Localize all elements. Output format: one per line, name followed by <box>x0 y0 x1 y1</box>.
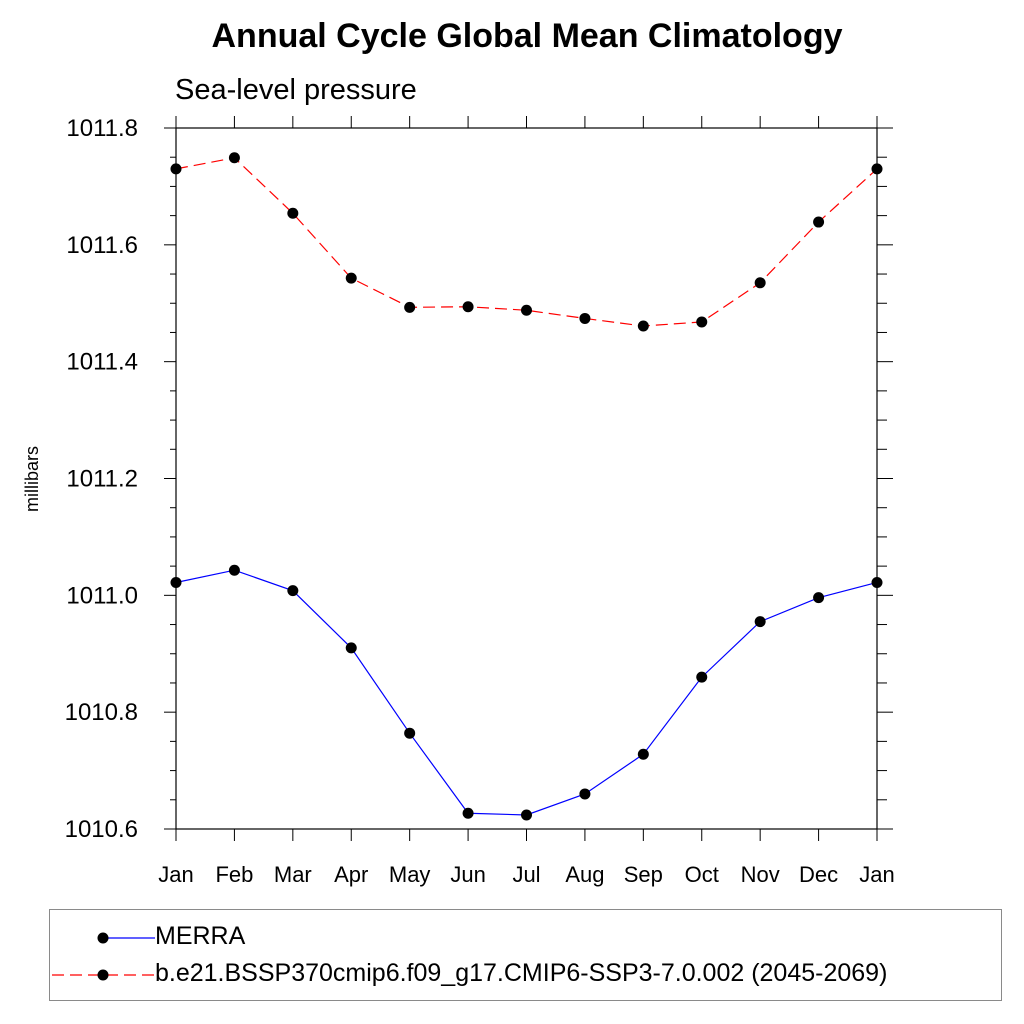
x-tick-label: Nov <box>741 862 780 887</box>
data-point-series-0 <box>404 727 416 739</box>
data-point-series-0 <box>345 642 357 654</box>
x-tick-label: Mar <box>274 862 312 887</box>
legend: MERRA b.e21.BSSP370cmip6.f09_g17.CMIP6-S… <box>49 909 1002 1001</box>
legend-item-cmip6: b.e21.BSSP370cmip6.f09_g17.CMIP6-SSP3-7.… <box>50 957 1001 993</box>
data-point-series-1 <box>637 320 649 332</box>
data-point-series-1 <box>287 207 299 219</box>
chart-title: Annual Cycle Global Mean Climatology <box>212 17 843 55</box>
data-point-series-1 <box>345 272 357 284</box>
x-tick-label: Jun <box>450 862 485 887</box>
chart: Annual Cycle Global Mean Climatology Sea… <box>22 17 895 887</box>
x-tick-label: Jul <box>512 862 540 887</box>
legend-swatch-cmip6 <box>52 969 155 981</box>
y-axis-label: millibars <box>22 446 42 512</box>
legend-swatch-merra <box>97 932 155 944</box>
x-tick-label: Dec <box>799 862 838 887</box>
data-point-series-1 <box>462 301 474 313</box>
series-line-0 <box>175 569 878 816</box>
y-tick-label: 1011.4 <box>66 349 138 376</box>
data-point-series-0 <box>170 576 182 588</box>
data-point-series-0 <box>462 807 474 819</box>
data-point-series-0 <box>579 788 591 800</box>
data-point-series-0 <box>287 585 299 597</box>
axis-ticks: Jan Feb Mar Apr May Jun Jul Aug Sep Oct Nov Dec Jan 1… <box>65 115 895 887</box>
y-tick-label: 1010.6 <box>65 816 138 843</box>
data-point-series-0 <box>754 616 766 628</box>
data-point-series-0 <box>696 671 708 683</box>
x-tick-label: Apr <box>334 862 368 887</box>
data-point-series-1 <box>579 312 591 324</box>
legend-label-merra: MERRA <box>155 922 246 950</box>
data-point-series-1 <box>170 163 182 175</box>
series-line-1 <box>175 157 878 327</box>
x-tick-label: Aug <box>565 862 604 887</box>
data-point-series-1 <box>404 301 416 313</box>
data-point-series-1 <box>228 152 240 164</box>
x-tick-label: Sep <box>624 862 663 887</box>
y-tick-label: 1011.0 <box>66 582 138 609</box>
x-tick-label: Jan <box>859 862 894 887</box>
x-tick-label: Jan <box>158 862 193 887</box>
y-tick-label: 1011.8 <box>66 115 138 142</box>
x-tick-label: May <box>389 862 431 887</box>
data-point-series-0 <box>813 592 825 604</box>
data-point-series-1 <box>754 277 766 289</box>
legend-label-cmip6: b.e21.BSSP370cmip6.f09_g17.CMIP6-SSP3-7.… <box>155 959 888 987</box>
data-point-series-1 <box>696 316 708 328</box>
y-tick-label: 1011.2 <box>66 466 138 493</box>
y-tick-label: 1010.8 <box>65 699 138 726</box>
series-layer <box>170 152 883 821</box>
data-point-series-0 <box>637 748 649 760</box>
x-tick-label: Feb <box>215 862 253 887</box>
x-tick-label: Oct <box>685 862 719 887</box>
y-tick-label: 1011.6 <box>66 232 138 259</box>
data-point-series-1 <box>521 304 532 316</box>
chart-subtitle: Sea-level pressure <box>175 74 417 106</box>
data-point-series-1 <box>871 163 883 175</box>
data-point-series-0 <box>228 564 240 576</box>
data-point-series-0 <box>521 809 532 821</box>
data-point-series-1 <box>813 216 825 228</box>
legend-item-merra: MERRA <box>50 920 1001 956</box>
plot-frame <box>175 127 878 830</box>
data-point-series-0 <box>871 576 883 588</box>
